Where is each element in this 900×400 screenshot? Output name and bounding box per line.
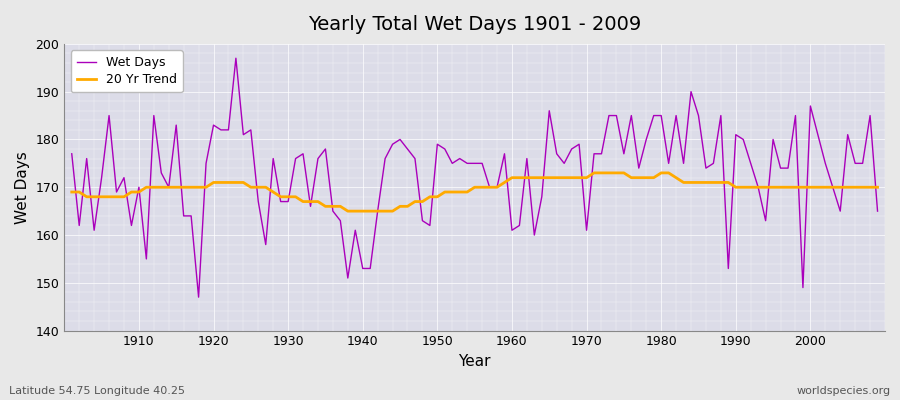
Wet Days (611, 113, 622, 118)
Wet Days (514, 223, 525, 228)
Legend: Wet Days, 20 Yr Trend: Wet Days, 20 Yr Trend (70, 50, 183, 92)
Wet Days (872, 209, 883, 214)
X-axis label: Year: Year (458, 354, 491, 369)
20 Yr Trend (335, 204, 346, 209)
Text: Latitude 54.75 Longitude 40.25: Latitude 54.75 Longitude 40.25 (9, 386, 185, 396)
20 Yr Trend (611, 170, 622, 175)
Y-axis label: Wet Days: Wet Days (15, 151, 30, 224)
20 Yr Trend (67, 190, 77, 194)
Wet Days (230, 56, 241, 61)
20 Yr Trend (589, 170, 599, 175)
20 Yr Trend (126, 190, 137, 194)
20 Yr Trend (872, 185, 883, 190)
20 Yr Trend (514, 175, 525, 180)
Wet Days (194, 295, 204, 300)
Wet Days (67, 151, 77, 156)
Wet Days (126, 223, 137, 228)
20 Yr Trend (342, 209, 353, 214)
Wet Days (350, 228, 361, 233)
20 Yr Trend (507, 175, 517, 180)
Title: Yearly Total Wet Days 1901 - 2009: Yearly Total Wet Days 1901 - 2009 (308, 15, 642, 34)
Wet Days (521, 156, 532, 161)
20 Yr Trend (290, 194, 301, 199)
Line: Wet Days: Wet Days (72, 58, 878, 297)
Text: worldspecies.org: worldspecies.org (796, 386, 891, 396)
Wet Days (305, 204, 316, 209)
Line: 20 Yr Trend: 20 Yr Trend (72, 173, 878, 211)
